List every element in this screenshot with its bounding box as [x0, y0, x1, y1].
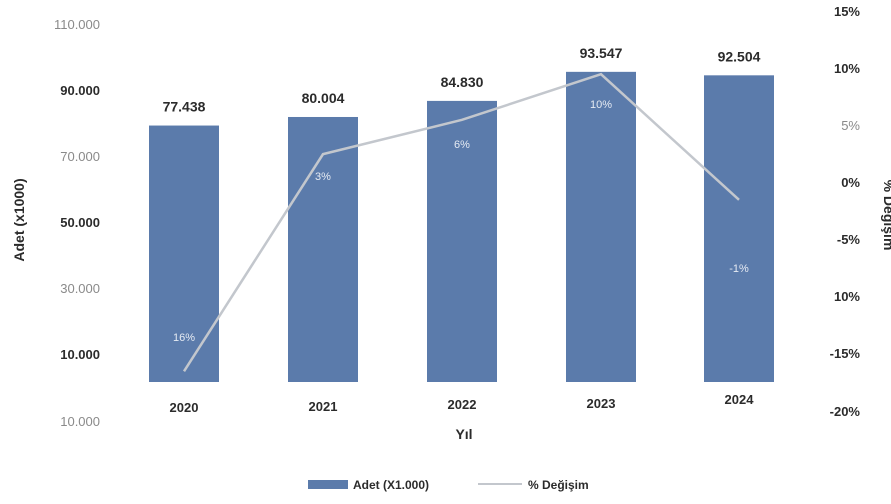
- bar: [566, 71, 636, 383]
- x-axis-ticks: 2020 2021 2022 2023 2024: [170, 392, 755, 415]
- x-tick-label: 2024: [725, 392, 755, 407]
- right-tick-label: -20%: [830, 404, 861, 419]
- left-tick-label: 10.000: [60, 414, 100, 429]
- left-tick-label: 50.000: [60, 215, 100, 230]
- bar: [149, 125, 219, 382]
- line-point-label: 3%: [315, 171, 331, 183]
- y2-axis-title: % Değişim: [881, 180, 891, 251]
- left-tick-label: 30.000: [60, 281, 100, 296]
- right-tick-label: 10%: [834, 61, 860, 76]
- bar-value-labels: 77.438 80.004 84.830 93.547 92.504: [163, 45, 761, 115]
- y-axis-title: Adet (x1000): [11, 178, 27, 261]
- right-tick-label: -5%: [837, 232, 861, 247]
- x-tick-label: 2021: [309, 399, 338, 414]
- legend-swatch-bar: [308, 480, 348, 489]
- left-axis-ticks: 10.000 10.000 30.000 50.000 70.000 90.000 110.…: [54, 17, 100, 429]
- bar-value-label: 93.547: [580, 45, 623, 61]
- legend-label-line: % Değişim: [528, 478, 589, 492]
- line-path: [182, 72, 740, 372]
- right-tick-label: 15%: [834, 4, 860, 19]
- left-tick-label: 70.000: [60, 149, 100, 164]
- bar-value-label: 84.830: [441, 74, 484, 90]
- line-point-label: 16%: [173, 332, 195, 344]
- x-tick-label: 2020: [170, 400, 199, 415]
- line-series: 16% 3% 6% 10% -1%: [173, 72, 749, 372]
- right-tick-label: 0%: [841, 175, 860, 190]
- bar: [427, 100, 497, 383]
- x-tick-label: 2022: [448, 397, 477, 412]
- bar-value-label: 92.504: [718, 48, 761, 64]
- legend: Adet (X1.000) % Değişim: [308, 478, 589, 492]
- bar: [704, 75, 774, 382]
- right-tick-label: 10%: [834, 289, 860, 304]
- left-tick-label: 10.000: [60, 347, 100, 362]
- bar-value-label: 77.438: [163, 99, 206, 115]
- line-point-label: 10%: [590, 99, 612, 111]
- bar: [288, 116, 358, 382]
- line-point-label: 6%: [454, 139, 470, 151]
- x-tick-label: 2023: [587, 396, 616, 411]
- bar-value-label: 80.004: [302, 90, 345, 106]
- legend-label-bar: Adet (X1.000): [353, 478, 429, 492]
- bar-series: [149, 71, 774, 383]
- right-tick-label: 5%: [841, 118, 860, 133]
- x-axis-title: Yıl: [455, 426, 472, 442]
- right-axis-ticks: -20% -15% 10% -5% 0% 5% 10% 15%: [830, 4, 861, 419]
- right-tick-label: -15%: [830, 346, 861, 361]
- left-tick-label: 90.000: [60, 83, 100, 98]
- left-tick-label: 110.000: [54, 17, 100, 32]
- line-point-label: -1%: [729, 263, 749, 275]
